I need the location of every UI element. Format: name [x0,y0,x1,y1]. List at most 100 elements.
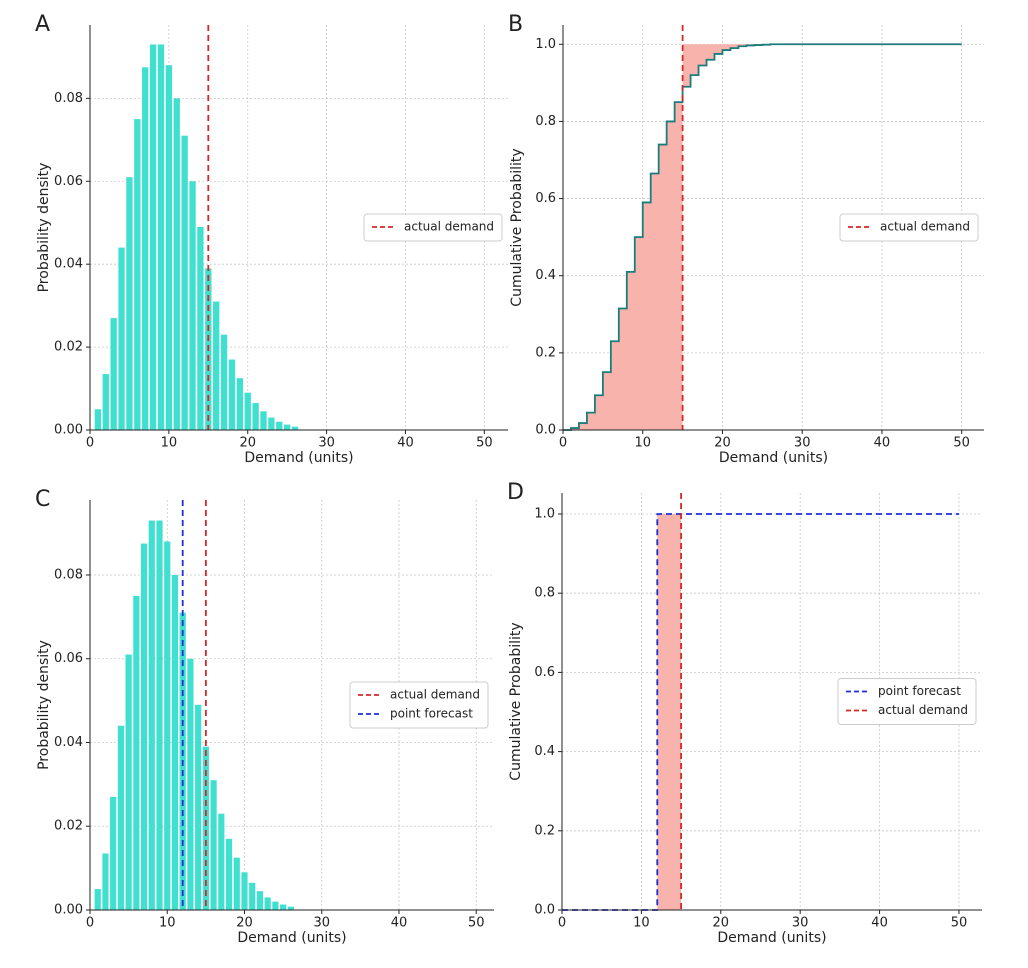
legend-label: point forecast [878,684,961,698]
bar [94,409,102,430]
y-axis-label: Cumulative Probability [509,148,525,306]
x-tick-label: 40 [391,916,408,931]
x-tick-label: 40 [871,916,888,931]
x-tick-label: 50 [951,916,968,931]
x-tick-label: 10 [161,436,178,451]
y-tick-label: 0.8 [534,586,555,601]
bar [249,882,256,910]
bar [197,226,204,430]
legend-box [837,678,977,725]
x-tick-label: 50 [953,436,970,451]
bar [110,796,117,910]
bar [291,426,299,430]
y-tick-label: 0.6 [535,191,556,206]
legend-label: actual demand [878,703,968,717]
bar [225,838,233,910]
x-axis-label: Demand (units) [719,450,828,466]
bar [264,897,271,910]
y-tick-label: 0.0 [534,903,555,918]
bar [244,392,251,430]
legend-label: actual demand [404,220,494,234]
x-tick-label: 10 [159,916,176,931]
bar [126,177,133,430]
bar [220,334,228,430]
bar [165,65,173,430]
x-tick-label: 10 [633,916,650,931]
panel: 0 10 20 30 40 50 0.00 0.02 0.04 0.06 0.08 C Demand (… [35,487,494,946]
step-line [562,513,959,911]
y-tick-label: 0.0 [535,423,556,438]
bar [187,658,194,910]
x-tick-label: 20 [239,436,256,451]
legend-label: actual demand [390,688,480,702]
legend-box [349,681,489,729]
x-tick-label: 50 [468,916,485,931]
legend: actual demand point forecast [349,681,489,729]
y-tick-label: 0.04 [54,735,83,750]
y-axis-label: Probability density [36,163,52,293]
legend: point forecast actual demand [837,678,977,725]
y-tick-label: 0.2 [534,823,555,838]
y-tick-label: 0.02 [54,340,83,355]
x-tick-label: 20 [714,436,731,451]
x-tick-label: 30 [792,916,809,931]
bar [171,574,179,910]
bar [118,247,125,430]
y-tick-label: 0.00 [54,423,83,438]
bar [142,67,149,430]
y-tick-label: 1.0 [534,506,555,521]
panel-label: A [35,12,50,37]
bar [236,378,244,430]
bar [134,119,141,431]
bar [181,135,188,430]
bar [189,181,196,430]
y-tick-label: 0.06 [54,651,83,666]
bar [228,359,236,430]
y-tick-label: 0.2 [535,345,556,360]
shaded-area [562,513,682,910]
y-tick-label: 1.0 [535,37,556,52]
legend-label: point forecast [390,707,473,721]
bar [280,904,287,910]
x-axis-label: Demand (units) [717,930,826,946]
bar [213,301,220,430]
x-tick-label: 0 [558,916,566,931]
y-tick-label: 0.4 [534,744,555,759]
panel: 0 10 20 30 40 50 0.0 0.2 0.4 0.6 0.8 1.0 B Demand (un… [508,12,984,466]
bar [102,374,109,430]
panel-label: B [508,12,523,37]
legend-box [363,213,503,242]
bar [156,520,163,910]
y-axis-label: Probability density [36,640,52,770]
bar [252,403,259,430]
bar [256,891,264,910]
bar [157,44,165,430]
bar [233,857,240,910]
shaded-area [682,44,962,87]
bar [149,44,157,430]
bar [284,424,291,430]
bar [260,411,267,430]
x-axis-label: Demand (units) [244,450,353,466]
x-tick-label: 30 [313,916,330,931]
bar [195,704,202,910]
bar [140,543,148,910]
bar [110,318,117,430]
x-tick-label: 10 [634,436,651,451]
x-tick-label: 40 [397,436,414,451]
panel: 0 10 20 30 40 50 0.0 0.2 0.4 0.6 0.8 1.0 D Demand (un… [507,480,982,946]
bar [287,906,294,910]
bar [148,520,155,910]
x-tick-label: 50 [476,436,493,451]
x-tick-label: 0 [86,916,94,931]
x-axis-label: Demand (units) [237,930,346,946]
bar [102,853,109,910]
bar [173,98,180,431]
bar [272,901,279,910]
panel: 0 10 20 30 40 50 0.00 0.02 0.04 0.06 0.08 A Demand (… [35,12,508,466]
legend-box [839,213,979,242]
bar [210,780,217,910]
bar [125,654,132,910]
x-tick-label: 0 [559,436,567,451]
